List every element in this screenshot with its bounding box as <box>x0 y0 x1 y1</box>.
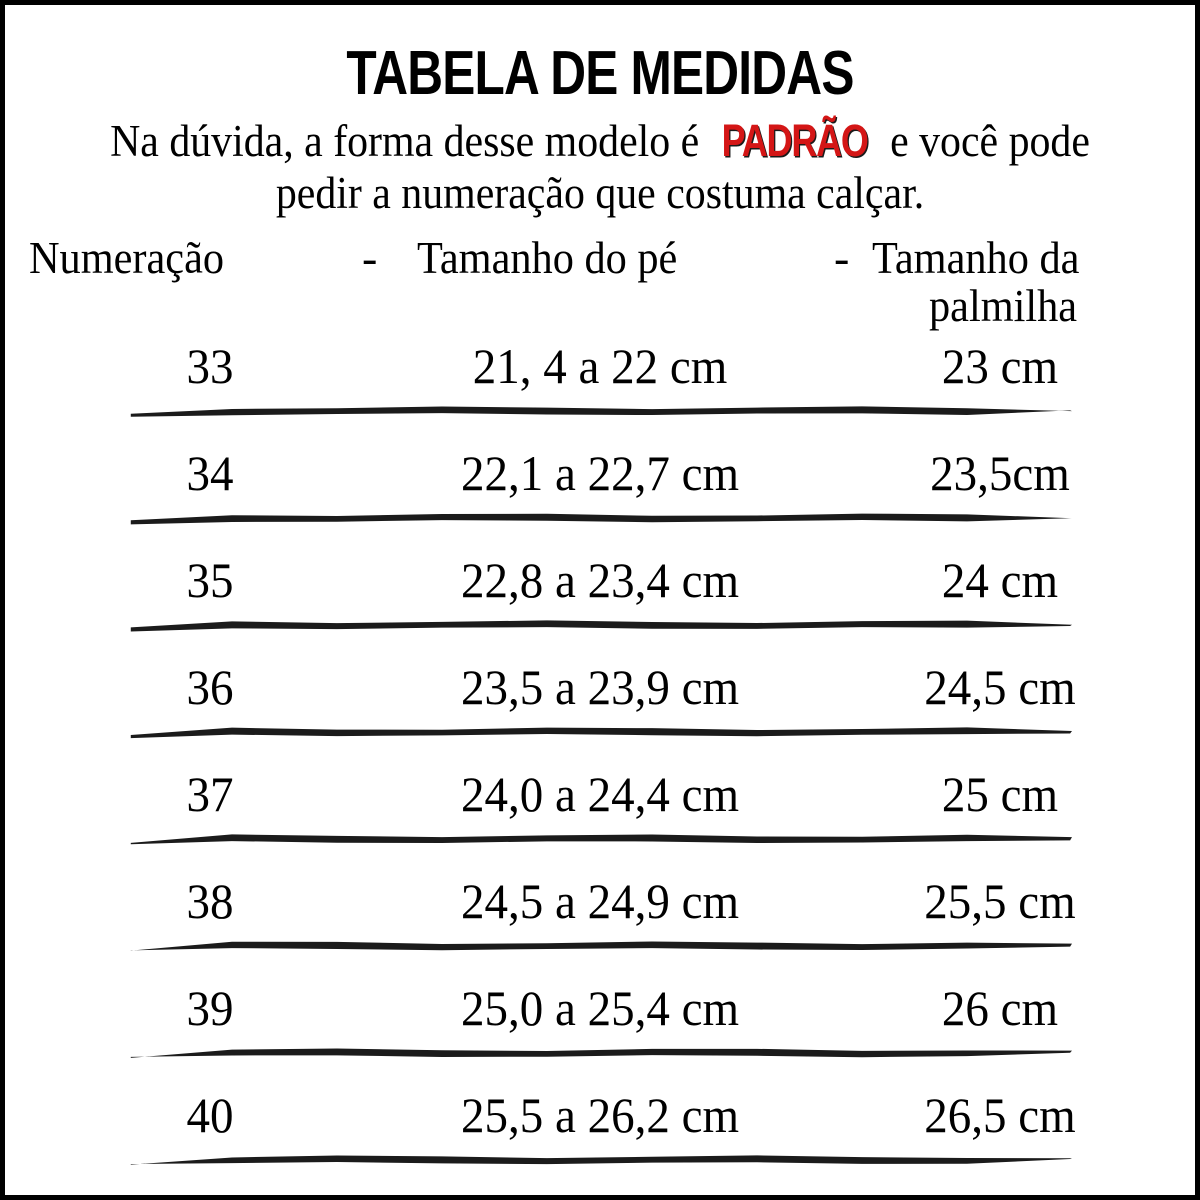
cell-insole-size: 23,5cm <box>930 445 1070 501</box>
column-header-separator-1: - <box>362 232 378 283</box>
cell-insole-size: 26,5 cm <box>924 1087 1076 1143</box>
table-row: 40 25,5 a 26,2 cm 26,5 cm <box>5 1076 1195 1183</box>
cell-insole-size: 23 cm <box>941 338 1059 394</box>
cell-size: 37 <box>186 766 234 822</box>
cell-size: 40 <box>186 1087 234 1143</box>
row-separator-brush-stroke <box>127 508 1072 530</box>
cell-foot-size: 25,0 a 25,4 cm <box>460 980 740 1036</box>
column-header-insole-line1: Tamanho da <box>872 232 1080 283</box>
table-row: 33 21, 4 a 22 cm 23 cm <box>5 327 1195 434</box>
column-headers: Numeração - Tamanho do pé - Tamanho da p… <box>19 229 1179 331</box>
cell-foot-size: 23,5 a 23,9 cm <box>460 659 740 715</box>
cell-foot-size: 21, 4 a 22 cm <box>472 338 728 394</box>
cell-size: 38 <box>186 873 234 929</box>
cell-insole-size: 25 cm <box>941 766 1059 822</box>
subtitle-text-after: e você pode pedir a numeração que costum… <box>275 116 1090 218</box>
cell-foot-size: 24,5 a 24,9 cm <box>460 873 740 929</box>
cell-size: 34 <box>186 445 234 501</box>
cell-size: 33 <box>186 338 234 394</box>
table-row: 38 24,5 a 24,9 cm 25,5 cm <box>5 862 1195 969</box>
cell-insole-size: 24 cm <box>941 552 1059 608</box>
cell-insole-size: 26 cm <box>941 980 1059 1036</box>
row-separator-brush-stroke <box>127 401 1072 423</box>
row-separator-brush-stroke <box>127 1043 1072 1065</box>
table-row: 35 22,8 a 23,4 cm 24 cm <box>5 541 1195 648</box>
size-table-body: 33 21, 4 a 22 cm 23 cm 34 22,1 a 22,7 cm 23,… <box>5 327 1195 1183</box>
row-separator-brush-stroke <box>127 615 1072 637</box>
cell-insole-size: 25,5 cm <box>924 873 1076 929</box>
row-separator-brush-stroke <box>127 829 1072 851</box>
cell-foot-size: 24,0 a 24,4 cm <box>460 766 740 822</box>
column-header-size: Numeração <box>29 232 225 283</box>
cell-insole-size: 24,5 cm <box>924 659 1076 715</box>
table-row: 36 23,5 a 23,9 cm 24,5 cm <box>5 648 1195 755</box>
row-separator-brush-stroke <box>127 1150 1072 1172</box>
cell-size: 39 <box>186 980 234 1036</box>
page-title: TABELA DE MEDIDAS <box>346 39 854 108</box>
cell-foot-size: 22,8 a 23,4 cm <box>460 552 740 608</box>
cell-foot-size: 22,1 a 22,7 cm <box>460 445 740 501</box>
cell-size: 35 <box>186 552 234 608</box>
cell-size: 36 <box>186 659 234 715</box>
column-header-separator-2: - <box>834 232 850 283</box>
table-row: 37 24,0 a 24,4 cm 25 cm <box>5 755 1195 862</box>
subtitle-highlight-padrao: PADRÃO <box>721 115 869 166</box>
subtitle-text-before: Na dúvida, a forma desse modelo é <box>110 116 710 166</box>
row-separator-brush-stroke <box>127 722 1072 744</box>
table-row: 39 25,0 a 25,4 cm 26 cm <box>5 969 1195 1076</box>
table-row: 34 22,1 a 22,7 cm 23,5cm <box>5 434 1195 541</box>
subtitle: Na dúvida, a forma desse modelo é PADRÃO… <box>63 115 1136 219</box>
cell-foot-size: 25,5 a 26,2 cm <box>460 1087 740 1143</box>
column-header-foot-size: Tamanho do pé <box>417 232 678 283</box>
column-header-insole-line2: palmilha <box>929 280 1078 331</box>
row-separator-brush-stroke <box>127 936 1072 958</box>
